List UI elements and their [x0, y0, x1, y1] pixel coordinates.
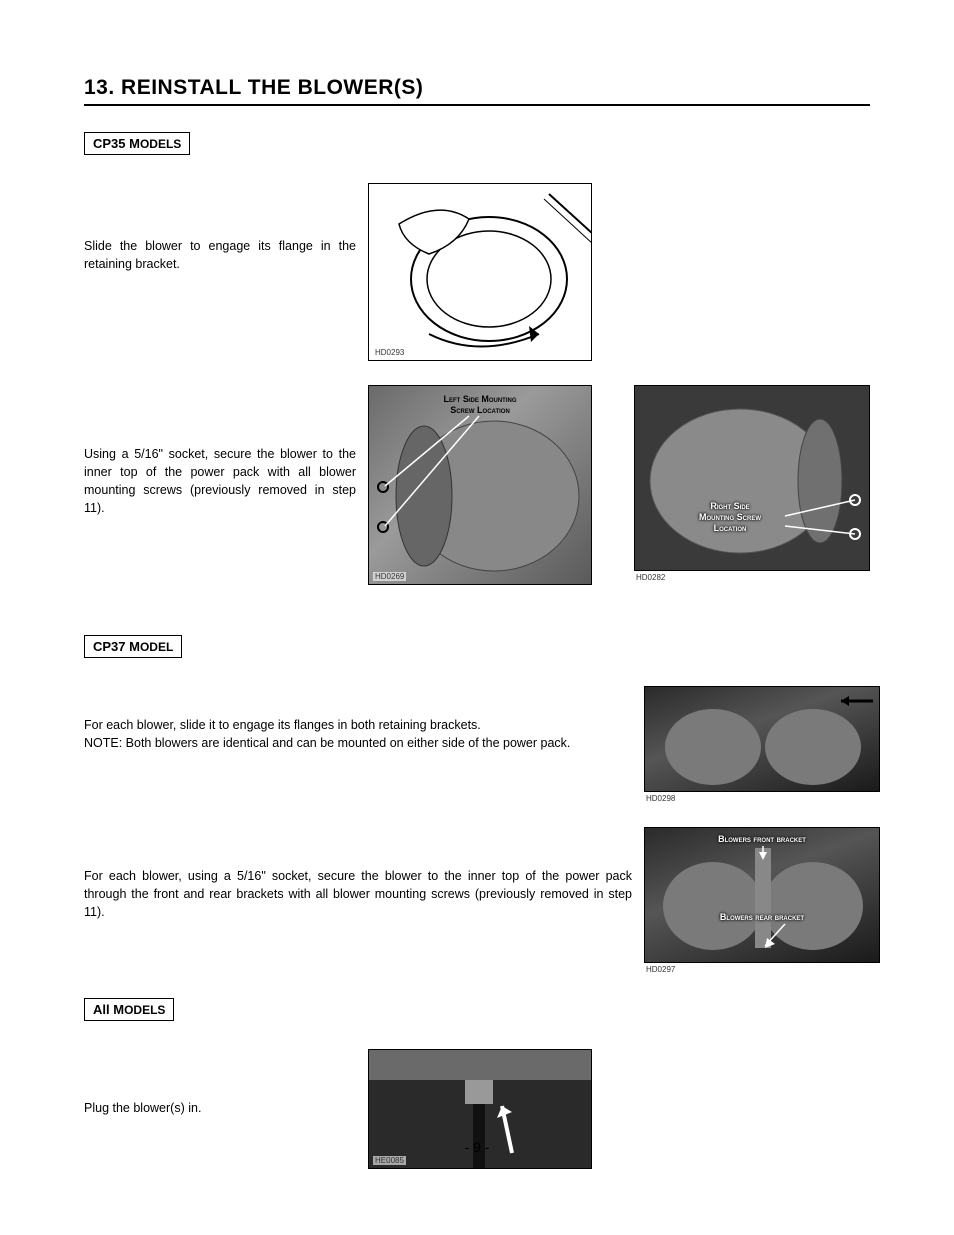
figure-label: HD0269 — [373, 572, 406, 581]
all-models-text: Plug the blower(s) in. — [84, 1049, 356, 1117]
section-title-text: REINSTALL THE BLOWER(S) — [121, 76, 423, 99]
section-number: 13. — [84, 76, 115, 99]
figure-label: HD0293 — [373, 348, 406, 357]
cp37-text-1: For each blower, slide it to engage its … — [84, 686, 632, 752]
blower-line-art — [369, 184, 592, 361]
figure-hd0293: HD0293 — [368, 183, 592, 361]
cp35-model-label: CP35 MODELS — [84, 132, 190, 155]
cp35-text-2: Using a 5/16" socket, secure the blower … — [84, 385, 356, 518]
cp37-model-label: CP37 MODEL — [84, 635, 182, 658]
cp37-text-2: For each blower, using a 5/16" socket, s… — [84, 827, 632, 921]
figure-label: HE0085 — [373, 1156, 406, 1165]
figure-hd0282: Right Side Mounting Screw Location — [634, 385, 870, 571]
figure-label: HD0298 — [644, 794, 880, 803]
figure-label: HD0282 — [634, 573, 870, 582]
figure-hd0298 — [644, 686, 880, 792]
figure-label: HD0297 — [644, 965, 880, 974]
cp35-text-1: Slide the blower to engage its flange in… — [84, 183, 356, 273]
figure-hd0269: Left Side Mounting Screw Location HD0269 — [368, 385, 592, 585]
all-models-label: All MODELS — [84, 998, 174, 1021]
page-number: - 9 - — [0, 1139, 954, 1155]
section-heading: 13. REINSTALL THE BLOWER(S) — [84, 76, 870, 106]
figure-hd0297: Blowers front bracket Blowers rear brack… — [644, 827, 880, 963]
